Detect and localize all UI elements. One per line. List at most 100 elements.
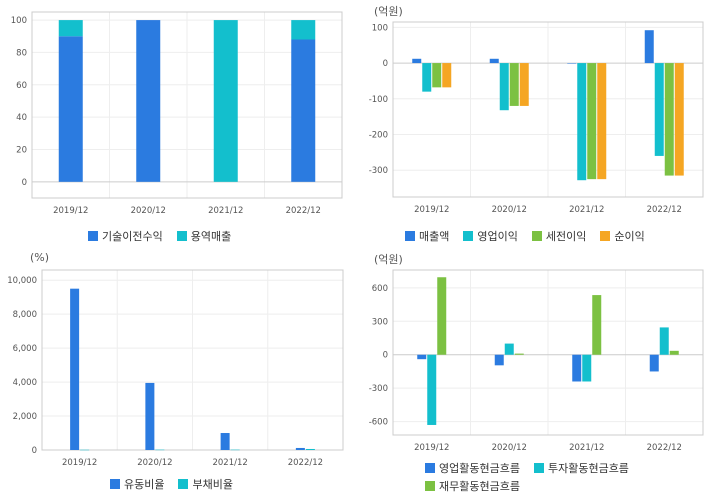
bar-기술이전수익 [291,39,316,182]
chart-liquidity-ratios: (%) 0 2,000 4,000 6,000 8,000 10,000 2019/12 20… [0,248,360,496]
chart-3-unit: (%) [30,251,50,264]
legend-swatch [176,231,187,241]
chart-2-svg: -300 -200 -100 0 100 2019/12 2020/12 2021/12 202… [369,21,704,215]
chart-3-ytick-label: 0 [32,446,37,456]
chart-1-ytick-label: 40 [16,113,27,123]
chart-4-unit: (억원) [374,253,403,266]
legend-item: 재무활동현금흐름 [425,478,520,494]
bar-용역매출 [213,20,238,182]
legend-item: 영업활동현금흐름 [425,460,520,476]
chart-4-plot-border [392,269,704,436]
bar-투자활동현금흐름 [582,354,592,382]
chart-4-ytick-label: -300 [369,384,388,394]
legend-label: 투자활동현금흐름 [547,462,629,475]
chart-1-xtick-label: 2022/12 [286,206,321,216]
chart-2-plot-border [392,21,704,198]
bar-매출액 [567,63,577,64]
chart-3-xtick-label: 2022/12 [288,458,323,468]
legend-label: 세전이익 [545,230,587,243]
chart-4-xtick-label: 2020/12 [492,443,527,453]
bar-유동비율 [70,288,80,450]
bar-매출액 [412,58,422,64]
chart-2-unit: (억원) [374,5,403,18]
legend-label: 영업활동현금흐름 [439,462,520,475]
bar-부채비율 [155,449,165,451]
legend-swatch [600,231,611,241]
chart-1-xtick-label: 2020/12 [131,206,166,216]
chart-3-xtick-label: 2021/12 [212,458,247,468]
chart-3-ytick-label: 8,000 [13,310,37,320]
chart-2-ytick-label: -100 [369,95,388,105]
legend-item: 용역매출 [176,228,231,244]
chart-1-plot-border [31,11,343,199]
chart-tech-revenue-mix: 0 20 40 60 80 100 2019/12 2020/12 2021/12 2022/12… [0,0,360,248]
chart-4-xtick-label: 2022/12 [647,443,682,453]
legend-swatch [405,231,415,241]
chart-2-ytick-label: -300 [369,166,388,176]
chart-4-ytick-label: 300 [372,317,388,327]
legend-swatch [88,231,98,241]
bar-영업이익 [654,63,664,156]
legend-label: 재무활동현금흐름 [439,480,520,493]
legend-item: 순이익 [600,228,645,244]
chart-3-ytick-label: 2,000 [13,412,37,422]
bar-영업이익 [577,63,587,181]
chart-3-ytick-label: 6,000 [13,344,37,354]
bar-순이익 [519,63,529,106]
chart-2-legend: 매출액 영업이익 세전이익 순이익 [405,228,705,244]
chart-1-ytick-label: 60 [16,81,27,91]
bar-매출액 [489,58,499,64]
chart-4-xtick-label: 2019/12 [414,443,449,453]
chart-4-ytick-label: 600 [372,284,388,294]
bar-세전이익 [664,63,674,176]
legend-label: 영업이익 [477,230,518,243]
legend-item: 기술이전수익 [88,228,163,244]
bar-유동비율 [295,447,305,450]
chart-4-xtick-label: 2021/12 [569,443,604,453]
bar-부채비율 [80,449,90,451]
legend-swatch [531,231,542,241]
bar-유동비율 [220,433,230,450]
chart-2-ytick-label: 100 [372,23,388,33]
chart-3-legend: 유동비율 부채비율 [110,476,310,492]
bar-영업활동현금흐름 [417,354,427,360]
chart-2-xtick-label: 2019/12 [414,205,449,215]
chart-4-svg: -600 -300 0 300 600 2019/12 2020/12 2021/12 2022… [369,269,704,453]
chart-2-xtick-label: 2022/12 [647,205,682,215]
legend-swatch [110,479,120,489]
bar-기술이전수익 [136,20,161,182]
chart-1-ytick-label: 0 [22,178,27,188]
chart-1-xtick-label: 2021/12 [208,206,243,216]
legend-swatch [533,463,544,473]
legend-item: 유동비율 [110,476,164,492]
chart-1-ytick-label: 100 [11,16,27,26]
chart-3-ytick-label: 4,000 [13,378,37,388]
chart-3-plot-border [41,269,344,451]
bar-용역매출 [58,20,83,37]
bar-순이익 [442,63,452,88]
bar-영업활동현금흐름 [494,354,504,366]
bar-재무활동현금흐름 [514,353,524,355]
bar-재무활동현금흐름 [437,277,447,355]
bar-용역매출 [291,20,316,40]
chart-income-statement: (억원) -300 -200 -100 0 100 2019/12 2020/12 2021/… [360,0,720,248]
bar-부채비율 [305,448,315,450]
legend-item: 영업이익 [463,228,518,244]
bar-순이익 [597,63,607,180]
legend-label: 매출액 [419,230,450,243]
chart-3-xtick-label: 2020/12 [137,458,172,468]
legend-label: 부채비율 [192,478,233,491]
chart-1-xtick-label: 2019/12 [53,206,88,216]
chart-1-svg: 0 20 40 60 80 100 2019/12 2020/12 2021/12 2022/12 [11,11,343,216]
chart-4-ytick-label: -600 [369,418,388,428]
bar-유동비율 [145,382,155,450]
chart-1-ytick-label: 80 [16,48,27,58]
legend-item: 세전이익 [531,228,587,244]
chart-3-ytick-label: 10,000 [7,276,37,286]
bar-순이익 [674,63,684,176]
chart-2-ytick-label: -200 [369,131,388,141]
legend-item: 매출액 [405,228,449,244]
bar-세전이익 [587,63,597,180]
bar-세전이익 [509,63,519,106]
